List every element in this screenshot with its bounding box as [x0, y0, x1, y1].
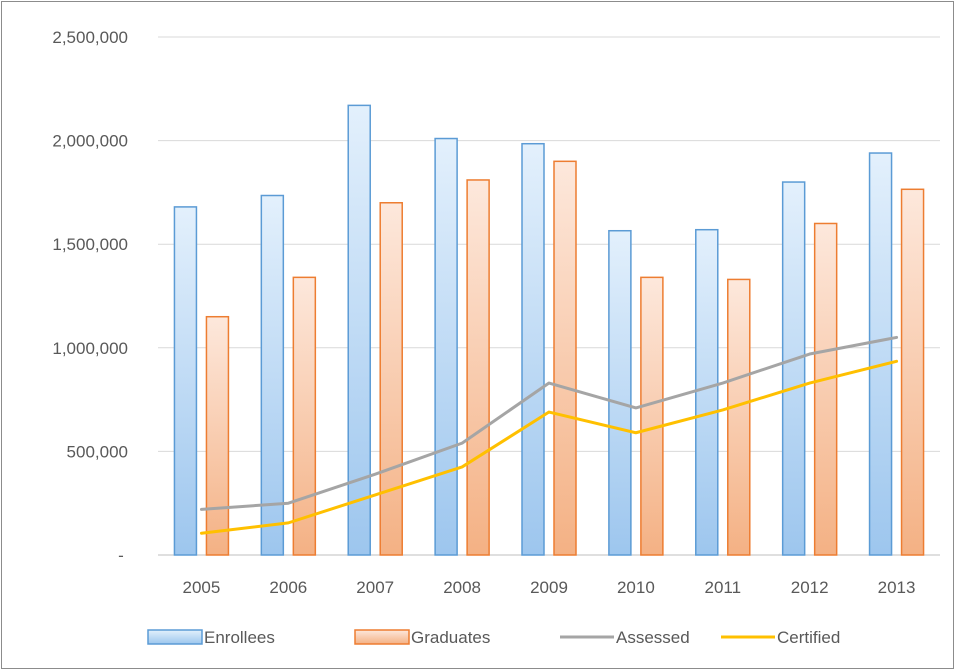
y-axis: - 500,000 1,000,000 1,500,000 2,000,000 2,500… — [52, 28, 128, 565]
bar-graduates-2011 — [727, 278, 751, 556]
legend-label-assessed: Assessed — [616, 628, 690, 647]
bar-graduates-2007 — [379, 202, 403, 556]
x-tick-label: 2011 — [704, 578, 741, 597]
y-tick-label: 2,000,000 — [52, 132, 128, 151]
bars — [173, 104, 925, 556]
legend-label-certified: Certified — [777, 628, 840, 647]
bar-graduates-2010 — [640, 276, 664, 556]
x-tick-label: 2005 — [183, 578, 221, 597]
x-tick-label: 2009 — [530, 578, 568, 597]
bar-graduates-2009 — [553, 160, 577, 556]
x-tick-label: 2007 — [356, 578, 394, 597]
bar-enrollees-2008 — [434, 137, 458, 556]
bar-enrollees-2005 — [173, 206, 198, 556]
x-tick-label: 2008 — [443, 578, 481, 597]
bar-graduates-2008 — [466, 179, 490, 556]
y-tick-label: - — [118, 546, 124, 565]
bar-enrollees-2013 — [868, 152, 893, 556]
x-tick-label: 2006 — [269, 578, 307, 597]
bar-graduates-2012 — [813, 222, 838, 556]
bar-graduates-2005 — [205, 315, 230, 556]
x-tick-label: 2013 — [878, 578, 916, 597]
bar-enrollees-2012 — [781, 181, 806, 556]
x-tick-label: 2012 — [791, 578, 829, 597]
legend-label-enrollees: Enrollees — [204, 628, 275, 647]
bar-enrollees-2011 — [695, 228, 719, 556]
bar-enrollees-2006 — [260, 194, 285, 556]
line-certified — [199, 359, 899, 535]
y-tick-label: 1,000,000 — [52, 339, 128, 358]
line-assessed — [199, 335, 899, 511]
x-axis: 2005 2006 2007 2008 2009 2010 2011 2012 2013 — [183, 578, 916, 597]
bar-graduates-2006 — [292, 276, 317, 556]
legend-swatch-graduates — [354, 629, 410, 645]
legend-label-graduates: Graduates — [411, 628, 490, 647]
lines — [199, 335, 899, 535]
x-tick-label: 2010 — [617, 578, 655, 597]
gridlines — [158, 36, 940, 556]
bar-enrollees-2010 — [608, 229, 632, 556]
legend: Enrollees Graduates Assessed Certified — [147, 628, 840, 647]
bar-enrollees-2007 — [347, 104, 371, 556]
y-tick-label: 2,500,000 — [52, 28, 128, 47]
y-tick-label: 500,000 — [67, 442, 128, 461]
y-tick-label: 1,500,000 — [52, 235, 128, 254]
bar-graduates-2013 — [900, 188, 925, 556]
legend-swatch-enrollees — [147, 629, 203, 645]
bar-enrollees-2009 — [521, 142, 545, 556]
